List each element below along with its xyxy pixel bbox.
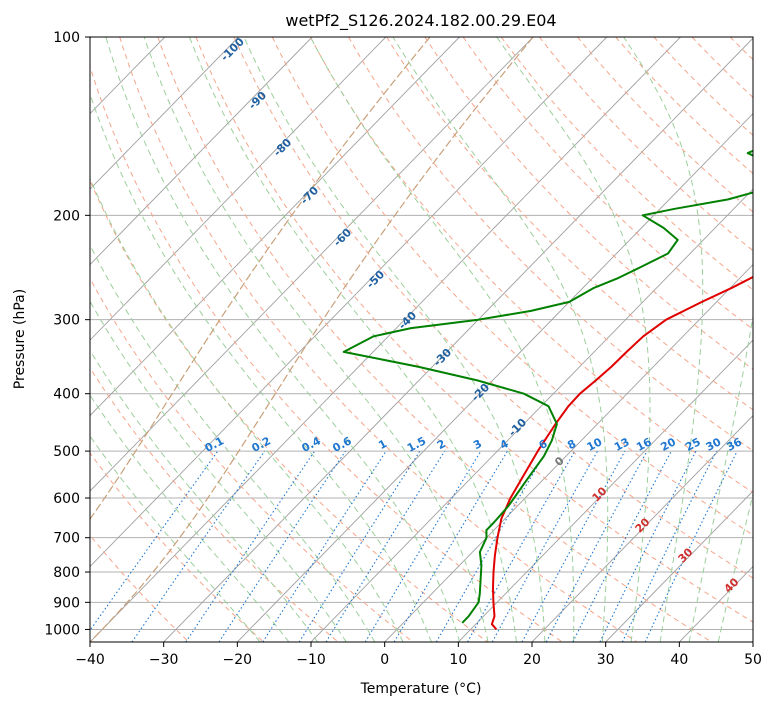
dry-adiabat-line bbox=[462, 37, 753, 330]
y-tick-label: 200 bbox=[53, 208, 80, 224]
moist-adiabat-line bbox=[90, 243, 376, 642]
isotherm-line bbox=[90, 37, 460, 417]
mixing-ratio-line bbox=[298, 450, 421, 642]
mixing-ratio-label: 20 bbox=[658, 435, 678, 454]
mixing-ratio-line bbox=[262, 450, 387, 642]
mixing-ratio-label: 30 bbox=[704, 435, 724, 454]
moist-adiabat-line bbox=[90, 394, 290, 642]
isotherm-line bbox=[605, 490, 753, 642]
y-tick-label: 500 bbox=[53, 444, 80, 460]
x-tick-label: 30 bbox=[597, 652, 615, 668]
dry-adiabat-line bbox=[90, 179, 488, 642]
mixing-ratio-label: 10 bbox=[585, 435, 605, 454]
y-tick-label: 400 bbox=[53, 387, 80, 403]
isotherm-line bbox=[90, 37, 534, 492]
y-axis: 100 200 300 400 500 600 700 800 900 1000 bbox=[44, 30, 90, 638]
mixing-ratio-line bbox=[521, 450, 626, 642]
y-tick-label: 1000 bbox=[44, 622, 80, 638]
profile-lines bbox=[342, 149, 753, 631]
x-tick-label: −30 bbox=[149, 652, 179, 668]
isotherm-line bbox=[458, 339, 753, 642]
dry-adiabat-line bbox=[90, 534, 190, 642]
dry-adiabat-line bbox=[90, 64, 563, 642]
mixing-ratio-line bbox=[131, 450, 266, 642]
moist-adiabat-line bbox=[90, 92, 432, 642]
dry-adiabat-line bbox=[233, 37, 753, 579]
mixing-ratio-line bbox=[185, 450, 316, 642]
mixing-ratio-label: 25 bbox=[683, 435, 703, 454]
moist-adiabat-line bbox=[188, 37, 517, 642]
moist-adiabat-line bbox=[309, 37, 575, 642]
x-tick-label: −20 bbox=[223, 652, 253, 668]
dry-adiabat-line bbox=[119, 37, 638, 642]
moist-adiabat-line bbox=[143, 37, 489, 642]
isotherm-line bbox=[90, 37, 681, 642]
mixing-ratio-line bbox=[467, 450, 576, 642]
y-tick-label: 600 bbox=[53, 491, 80, 507]
mixing-ratio-line bbox=[621, 450, 717, 642]
moist-adiabat-line bbox=[105, 37, 461, 642]
x-axis-label: Temperature (°C) bbox=[360, 681, 482, 697]
moist-adiabat-line bbox=[496, 37, 651, 642]
temperature-series-line bbox=[490, 275, 753, 631]
plot-frame bbox=[89, 36, 754, 643]
moist-adiabat-line bbox=[688, 37, 753, 642]
dry-adiabat-line bbox=[90, 277, 414, 642]
y-tick-label: 700 bbox=[53, 531, 80, 547]
dry-adiabat-line bbox=[157, 37, 712, 642]
chart-title: wetPf2_S126.2024.182.00.29.E04 bbox=[285, 11, 556, 31]
moist-adiabat-line bbox=[90, 435, 261, 642]
x-tick-label: −10 bbox=[296, 652, 326, 668]
moist-adiabat-line bbox=[392, 37, 609, 642]
isentrope-line bbox=[90, 37, 431, 521]
x-axis: −40 −30 −20 −10 0 10 20 30 40 50 bbox=[75, 642, 762, 668]
moist-adiabat-line bbox=[717, 492, 753, 642]
moist-adiabat-line bbox=[623, 37, 704, 642]
isotherm-line bbox=[90, 37, 608, 568]
isotherm-line bbox=[90, 37, 313, 266]
dry-adiabat-line bbox=[386, 37, 753, 411]
isotherm-line bbox=[531, 414, 753, 642]
x-tick-label: 0 bbox=[380, 652, 389, 668]
mixing-ratio-line bbox=[599, 450, 697, 642]
y-tick-label: 900 bbox=[53, 595, 80, 611]
dry-adiabat-line bbox=[271, 37, 753, 536]
isentrope-line bbox=[90, 37, 534, 642]
moist-adiabat-line bbox=[90, 300, 347, 642]
mixing-ratio-line bbox=[90, 450, 219, 632]
isotherm-line bbox=[384, 263, 753, 642]
dewpoint-series-line bbox=[342, 149, 753, 624]
dry-adiabat-line bbox=[577, 37, 753, 213]
x-tick-label: −40 bbox=[75, 652, 105, 668]
moist-adiabat-line bbox=[243, 37, 546, 642]
y-axis-label: Pressure (hPa) bbox=[12, 289, 28, 389]
mixing-ratio-line bbox=[218, 450, 346, 642]
y-tick-label: 800 bbox=[53, 565, 80, 581]
isotherm-line bbox=[752, 641, 753, 642]
mixing-ratio-line bbox=[364, 450, 482, 642]
dry-adiabat-line bbox=[195, 37, 753, 623]
dry-adiabat-line bbox=[309, 37, 753, 494]
moist-adiabat-line bbox=[90, 349, 319, 642]
x-tick-label: 20 bbox=[523, 652, 541, 668]
mixing-ratio-label: 13 bbox=[612, 435, 632, 454]
dry-adiabat-line bbox=[348, 37, 753, 452]
background-lines bbox=[90, 37, 775, 642]
isotherm-line bbox=[90, 37, 387, 341]
x-tick-label: 10 bbox=[449, 652, 467, 668]
isotherm-line bbox=[163, 37, 753, 642]
y-tick-label: 100 bbox=[53, 30, 80, 46]
mixing-ratio-line bbox=[491, 450, 599, 642]
dry-adiabat-line bbox=[90, 367, 339, 642]
isotherm-line bbox=[90, 37, 239, 190]
mixing-ratio-label: 16 bbox=[634, 435, 654, 454]
mixing-ratio-label: 36 bbox=[724, 435, 744, 454]
dry-adiabat-line bbox=[768, 37, 775, 642]
isotherm-line bbox=[237, 113, 753, 642]
plot-background bbox=[90, 37, 753, 642]
y-tick-label: 300 bbox=[53, 313, 80, 329]
x-tick-label: 50 bbox=[744, 652, 762, 668]
x-tick-label: 40 bbox=[670, 652, 688, 668]
